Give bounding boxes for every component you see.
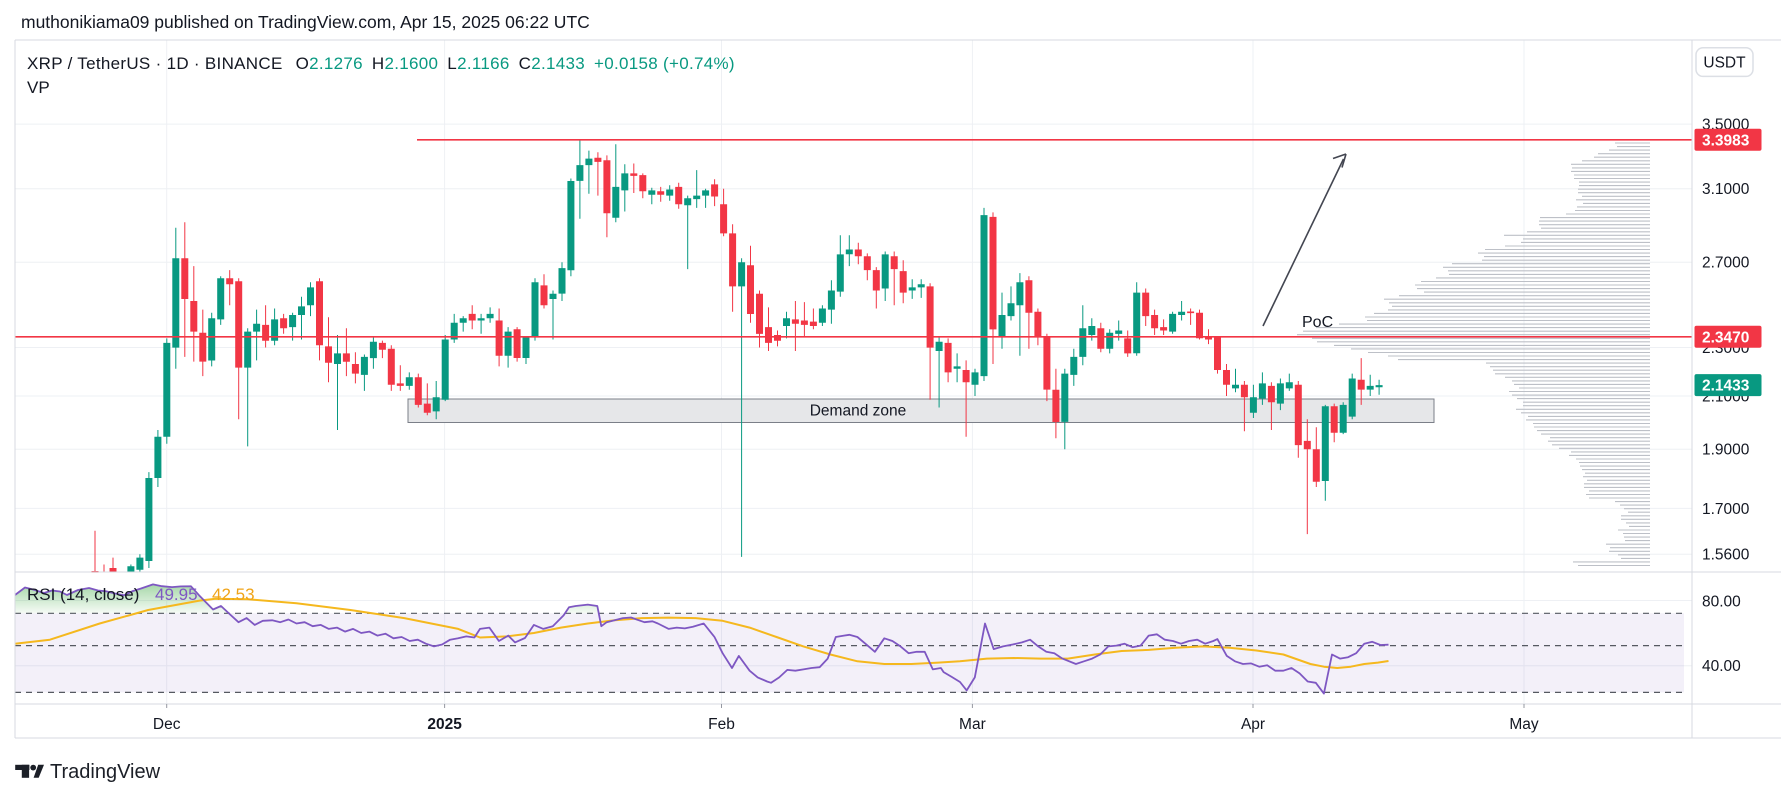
svg-text:80.00: 80.00: [1702, 594, 1741, 611]
svg-text:1.5600: 1.5600: [1702, 547, 1750, 564]
svg-text:2.1433: 2.1433: [1702, 378, 1750, 395]
svg-text:49.95: 49.95: [155, 585, 198, 604]
svg-text:Feb: Feb: [708, 716, 735, 733]
svg-text:muthonikiama09 published on Tr: muthonikiama09 published on TradingView.…: [21, 12, 590, 32]
svg-text:USDT: USDT: [1703, 55, 1746, 72]
svg-text:42.53: 42.53: [212, 585, 255, 604]
svg-text:2.3470: 2.3470: [1702, 329, 1749, 346]
svg-text:TradingView: TradingView: [50, 761, 161, 783]
svg-text:VP: VP: [27, 78, 50, 97]
svg-text:PoC: PoC: [1302, 314, 1333, 331]
svg-text:Mar: Mar: [959, 716, 986, 733]
svg-text:1.9000: 1.9000: [1702, 442, 1750, 459]
svg-text:3.3983: 3.3983: [1702, 132, 1750, 149]
svg-text:Dec: Dec: [153, 716, 181, 733]
svg-text:RSI (14, close): RSI (14, close): [27, 585, 139, 604]
svg-text:40.00: 40.00: [1702, 658, 1741, 675]
svg-text:Demand zone: Demand zone: [810, 403, 907, 420]
svg-text:Apr: Apr: [1241, 716, 1265, 733]
svg-text:2.7000: 2.7000: [1702, 255, 1750, 272]
svg-text:3.1000: 3.1000: [1702, 181, 1750, 198]
svg-text:2025: 2025: [427, 716, 462, 733]
svg-text:May: May: [1509, 716, 1539, 733]
svg-text:1.7000: 1.7000: [1702, 501, 1750, 518]
